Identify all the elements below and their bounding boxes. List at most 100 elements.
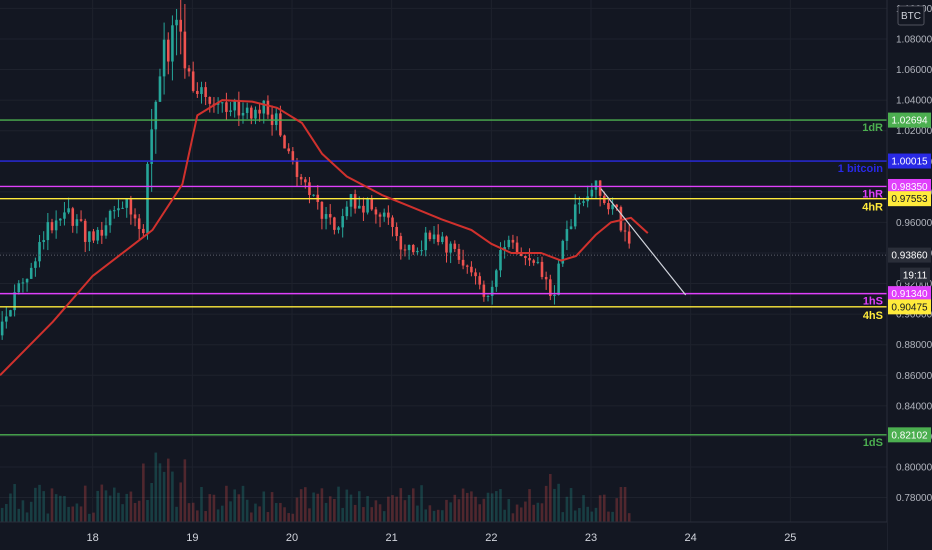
price-badge-4hS-text: 0.90475 [891,302,928,313]
candle-body [553,294,556,297]
candle-body [42,240,45,243]
volume-bar [54,494,58,522]
candle-body [162,39,166,77]
candle-body [229,110,232,112]
candle-body [304,179,307,183]
volume-bar [229,501,232,522]
volume-bar [312,492,315,522]
candle-body [233,101,236,111]
volume-bar [142,463,145,522]
candle-body [557,263,560,295]
candle-body [117,208,120,211]
volume-bar [528,489,531,522]
volume-bar [366,496,369,522]
candle-body [395,226,398,237]
candle-body [357,205,361,209]
volume-bar [582,495,585,522]
candle-body [38,242,41,262]
time-tick-label: 23 [585,532,597,544]
candle-body [9,310,12,317]
level-label-4hS: 4hS [863,310,883,322]
volume-bar [540,503,544,522]
level-label-1-bitcoin: 1 bitcoin [838,163,884,175]
candle-body [374,209,378,215]
volume-bar [166,458,170,522]
volume-bar [108,495,112,522]
candle-body [598,180,602,196]
volume-bar [316,493,320,522]
candle-body [478,276,481,285]
time-tick-label: 19 [186,532,198,544]
volume-bar [79,506,83,522]
volume-bar [457,499,461,522]
volume-bar [627,513,631,522]
volume-bar [611,511,614,522]
volume-bar [341,507,344,522]
candle-body [21,282,25,284]
volume-bar [590,511,594,522]
volume-bar [175,506,178,522]
volume-bar [270,492,274,522]
candle-body [29,267,33,279]
volume-bar [403,500,407,522]
candle-body [528,258,531,261]
level-label-4hR: 4hR [862,202,883,214]
candle-body [204,87,207,97]
candle-body [237,101,241,116]
volume-bar [349,494,353,522]
candle-body [399,236,403,250]
volume-bar [25,512,29,522]
volume-bar [299,489,303,522]
volume-bar [320,488,324,522]
candle-body [196,90,199,95]
candle-body [432,234,436,240]
candle-body [366,198,369,213]
candle-body [266,100,270,115]
candle-body [171,25,174,62]
time-axis[interactable]: 171819202122232425 [0,532,797,544]
volume-bar [304,487,307,522]
price-badge-1hS: 0.91340 [888,286,931,302]
volume-bar [200,486,203,522]
volume-bar [187,503,191,522]
volume-bar [411,488,415,522]
volume-bar [557,483,560,522]
candle-body [362,205,365,213]
volume-bar [586,506,589,522]
countdown-text: 19:11 [903,271,928,282]
volume-bar [544,485,548,522]
level-name-labels: 1dR 1 bitcoin 1hR 4hR 1hS 4hS 1dS [838,122,884,449]
volume-bar [258,506,261,522]
volume-bar [38,484,41,522]
volume-bar [71,506,75,522]
volume-bar [75,503,79,522]
volume-bar [594,507,598,522]
volume-bar [13,484,16,522]
volume-bar [283,507,286,522]
volume-bar [287,513,290,522]
candle-body [511,239,515,243]
candle-body [499,250,502,271]
volume-bar [623,486,627,522]
volume-bar [603,494,606,522]
candle-body [627,231,631,244]
candle-body [154,101,158,130]
candle-body [519,253,523,256]
level-label-1dR: 1dR [862,122,883,134]
volume-bar [279,502,282,522]
candle-body [59,218,62,221]
volume-bar [34,487,37,522]
level-label-1hS: 1hS [863,296,883,308]
candle-body [349,194,353,207]
volume-bar [220,505,224,522]
volume-bar [495,491,498,522]
volume-bar [507,499,511,522]
candle-body [125,198,129,208]
volume-bar [133,503,137,522]
time-tick-label: 18 [87,532,99,544]
volume-bar [196,510,199,522]
volume-bar [183,459,187,522]
candle-body [420,250,423,252]
candle-body [474,272,477,277]
